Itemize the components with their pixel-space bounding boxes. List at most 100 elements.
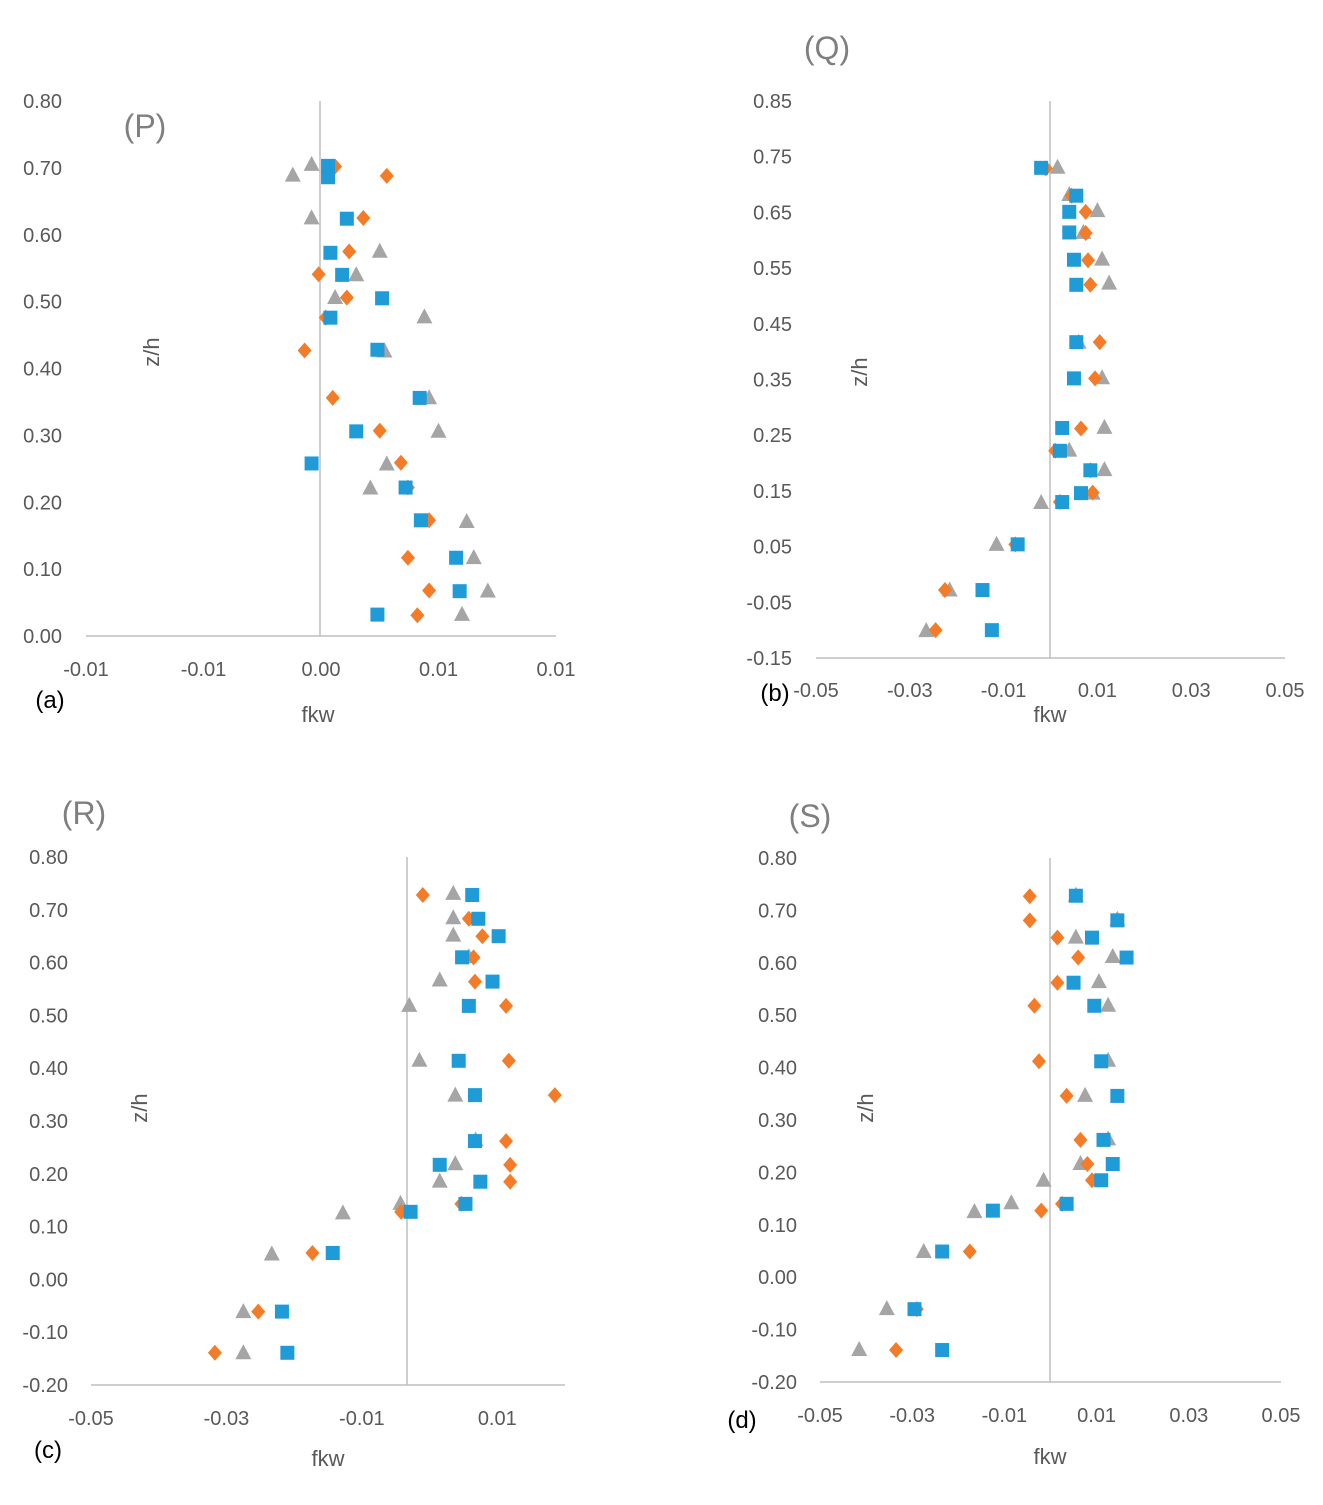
- panel-d-y-tick-label: 0.30: [758, 1110, 797, 1132]
- panel-c-series-1-point-2: [491, 929, 506, 944]
- panel-a-series-3-point-0: [303, 155, 320, 171]
- panel-b-y-axis-title: z/h: [847, 357, 872, 386]
- panel-c-panel-label: (c): [34, 1437, 62, 1464]
- panel-c-series-2-point-8: [499, 1133, 514, 1150]
- panel-c-series-3-point-1: [445, 909, 462, 925]
- panel-d-x-tick-label: 0.05: [1262, 1405, 1301, 1427]
- panel-a-series-2-point-9: [372, 422, 387, 439]
- panel-d-series-2-point-1: [1022, 912, 1037, 929]
- panel-d-series-1-point-7: [1110, 1088, 1125, 1103]
- panel-a-series-1-point-13: [449, 550, 464, 565]
- panel-a-y-tick-label: 0.00: [23, 626, 62, 648]
- panel-b-series-2-point-5: [1083, 276, 1098, 293]
- panel-d-series-3-point-13: [915, 1243, 932, 1258]
- panel-c-series-2-point-0: [415, 887, 430, 904]
- panel-c-series-1-point-0: [465, 888, 480, 903]
- panel-b-x-tick-label: -0.05: [793, 680, 839, 702]
- panel-c-y-tick-label: -0.10: [22, 1322, 68, 1344]
- panel-d-x-axis-title: fkw: [1034, 1444, 1067, 1469]
- panel-d-series-1-point-1: [1110, 913, 1125, 928]
- panel-a-panel-label: (a): [35, 687, 64, 714]
- panel-c-series-1-point-10: [473, 1174, 488, 1189]
- panel-a-series-3-point-5: [327, 288, 344, 304]
- panel-b-series-2-point-7: [1088, 370, 1103, 387]
- panel-a-series-2-point-3: [342, 243, 357, 260]
- panel-a-series-3-point-9: [430, 422, 447, 438]
- panel-c-series-1-point-12: [403, 1204, 418, 1219]
- panel-c-series-2-point-6: [501, 1052, 516, 1069]
- panel-b-series-1-point-6: [1069, 335, 1084, 350]
- panel-a-series-1-point-2: [339, 211, 354, 226]
- panel-c-series-3-point-10: [431, 1172, 448, 1188]
- panel-b-panel-label: (b): [760, 680, 789, 707]
- panel-a-y-tick-label: 0.50: [23, 292, 62, 314]
- panel-c-y-tick-label: 0.30: [29, 1111, 68, 1133]
- panel-d-y-tick-label: 0.10: [758, 1215, 797, 1237]
- panel-c-x-axis-title: fkw: [312, 1446, 345, 1471]
- panel-c-y-tick-label: 0.70: [29, 900, 68, 922]
- panel-d-series-1-point-6: [1094, 1054, 1109, 1069]
- panel-b-series-3-point-8: [1096, 418, 1113, 434]
- panel-d-series-3-point-11: [1003, 1194, 1020, 1210]
- panel-c-series-2-point-2: [475, 928, 490, 945]
- panel-c-series-3-point-9: [447, 1155, 464, 1171]
- panel-c-series-1-point-11: [458, 1196, 473, 1211]
- panel-d-x-tick-label: 0.01: [1077, 1405, 1116, 1427]
- panel-b-y-tick-label: -0.05: [746, 592, 792, 614]
- panel-a-series-3-point-3: [371, 242, 388, 258]
- panel-a-series-3-point-15: [454, 605, 470, 621]
- panel-a-x-tick-label: -0.01: [63, 659, 109, 681]
- panel-d-series-1-point-15: [935, 1343, 950, 1358]
- panel-b-series-2-point-14: [937, 582, 952, 599]
- panel-c-series-3-point-6: [411, 1051, 428, 1067]
- panel-b-x-axis-title: fkw: [1034, 702, 1067, 727]
- panel-b-series-1-point-2: [1062, 204, 1077, 219]
- panel-a-y-tick-label: 0.80: [23, 91, 62, 113]
- panel-c-series-1-point-4: [485, 974, 500, 989]
- panel-b-series-3-point-2: [1089, 202, 1106, 218]
- panel-a-y-tick-label: 0.60: [23, 225, 62, 247]
- panel-c-series-3-point-4: [431, 971, 448, 987]
- panel-b-series-3-point-13: [988, 535, 1005, 551]
- panel-b-y-tick-label: 0.45: [753, 314, 792, 336]
- panel-a-series-2-point-1: [379, 167, 394, 184]
- panel-b-series-3-point-15: [918, 622, 935, 638]
- panel-b-series-1-point-7: [1066, 371, 1081, 386]
- panel-c-series-3-point-0: [445, 884, 462, 900]
- panel-a-y-axis-title: z/h: [139, 337, 164, 366]
- panel-b-series-2-point-8: [1073, 420, 1088, 437]
- panel-c-series-2-point-7: [547, 1087, 562, 1104]
- panel-c-title: (R): [62, 795, 106, 831]
- panel-d-y-tick-label: 0.50: [758, 1005, 797, 1027]
- panel-a-title: (P): [124, 108, 167, 144]
- panel-c-x-tick-label: -0.03: [204, 1408, 250, 1430]
- panel-c-series-3-point-13: [263, 1245, 280, 1261]
- panel-d-x-tick-label: -0.05: [797, 1405, 843, 1427]
- panel-a-series-2-point-5: [339, 289, 354, 306]
- panel-d-title: (S): [789, 798, 832, 834]
- panel-b-series-3-point-12: [1033, 494, 1050, 510]
- panel-b-series-2-point-2: [1078, 203, 1093, 220]
- panel-b-title: (Q): [804, 30, 850, 66]
- panel-a-series-3-point-4: [348, 266, 365, 282]
- panel-d-y-tick-label: -0.10: [751, 1320, 797, 1342]
- panel-d-y-axis-title: z/h: [853, 1093, 878, 1122]
- panel-b-y-tick-label: 0.05: [753, 537, 792, 559]
- panel-b-y-tick-label: 0.55: [753, 258, 792, 280]
- panel-a-series-3-point-11: [362, 479, 379, 495]
- panel-b-y-tick-label: 0.65: [753, 202, 792, 224]
- panel-c-y-tick-label: 0.80: [29, 847, 68, 869]
- panel-d-series-1-point-9: [1105, 1157, 1120, 1172]
- panel-b-series-1-point-14: [975, 583, 990, 598]
- panel-c-series-1-point-13: [325, 1246, 340, 1260]
- panel-b-series-1-point-12: [1055, 495, 1070, 510]
- panel-d-series-1-point-4: [1066, 975, 1081, 990]
- panel-c-x-tick-label: -0.01: [339, 1408, 385, 1430]
- panel-d-y-tick-label: 0.00: [758, 1267, 797, 1289]
- panel-b-series-2-point-3: [1078, 225, 1093, 242]
- panel-c-series-1-point-1: [471, 911, 486, 926]
- panel-d-series-1-point-5: [1087, 998, 1102, 1013]
- panel-c-y-tick-label: -0.20: [22, 1375, 68, 1397]
